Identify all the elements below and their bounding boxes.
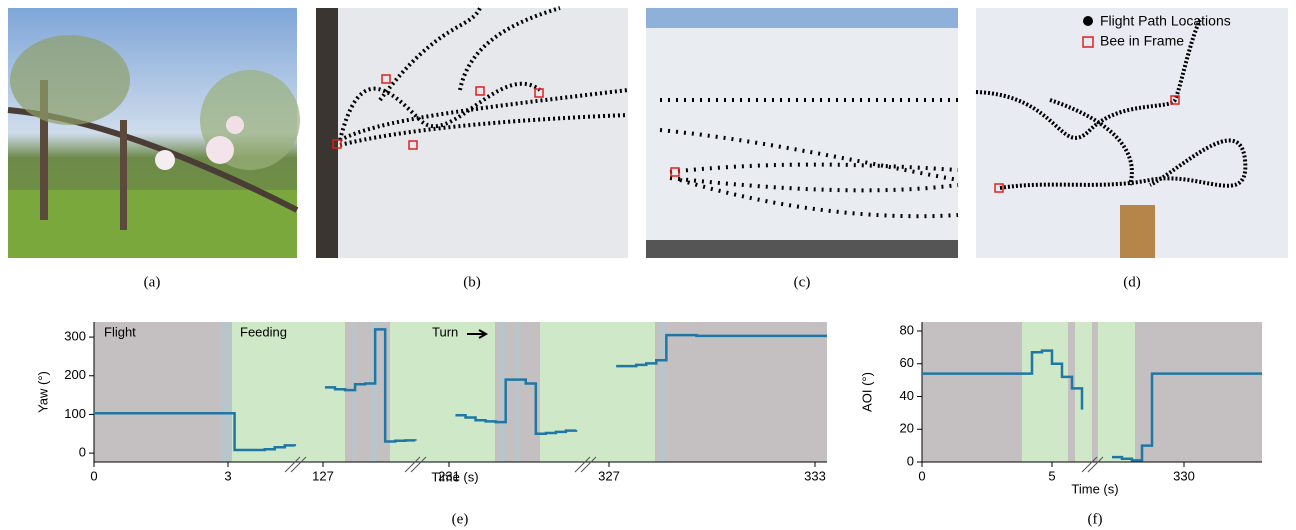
y-axis-label: Yaw (°) [35, 371, 50, 413]
x-tick-label: 0 [918, 468, 925, 483]
panel-label: (e) [452, 511, 469, 527]
x-axis-label: Time (s) [431, 469, 478, 484]
state-band [1075, 322, 1092, 462]
y-tick-label: 40 [900, 388, 914, 403]
state-band [352, 322, 356, 462]
axis-break [574, 456, 597, 473]
y-axis-label: AOI (°) [859, 372, 874, 412]
state-band [500, 322, 505, 462]
state-band [390, 322, 495, 462]
legend-label: Bee in Frame [1100, 33, 1184, 49]
x-tick-label: 327 [598, 468, 620, 483]
state-band [372, 322, 377, 462]
state-band [660, 322, 666, 462]
annotation: Feeding [240, 324, 287, 339]
axis-break [404, 456, 427, 473]
y-tick-label: 0 [79, 445, 86, 460]
y-tick-label: 80 [900, 322, 914, 337]
state-band [655, 322, 827, 462]
x-tick-label: 330 [1173, 468, 1195, 483]
y-tick-label: 200 [64, 367, 86, 382]
panel-label: (c) [794, 274, 811, 290]
state-band [1092, 322, 1098, 462]
state-band [345, 322, 390, 462]
annotation: Flight [104, 324, 136, 339]
state-band [1068, 322, 1075, 462]
x-tick-label: 127 [312, 468, 334, 483]
state-band [1135, 322, 1262, 462]
data-line [922, 349, 1262, 462]
x-tick-label: 0 [90, 468, 97, 483]
y-tick-label: 20 [900, 421, 914, 436]
x-tick-label: 333 [804, 468, 826, 483]
y-tick-label: 100 [64, 406, 86, 421]
x-tick-label: 231 [438, 468, 460, 483]
turn-arrow [467, 329, 489, 339]
y-tick-label: 60 [900, 355, 914, 370]
state-band [515, 322, 520, 462]
state-band [540, 322, 655, 462]
state-band [922, 322, 1022, 462]
photo-sheet-b [316, 6, 629, 258]
y-tick-label: 0 [907, 453, 914, 468]
photo-sheet-c [646, 8, 959, 258]
legend-label: Flight Path Locations [1100, 13, 1231, 29]
panel-label: (b) [463, 274, 481, 290]
panel-label: (d) [1123, 274, 1141, 290]
state-band [1022, 322, 1068, 462]
data-line [94, 328, 827, 452]
state-band [232, 322, 345, 462]
annotation: Turn [432, 324, 458, 339]
panel-label: (a) [144, 274, 161, 290]
state-band [94, 322, 222, 462]
photo-orchard [7, 8, 300, 258]
state-band [222, 322, 232, 462]
y-tick-label: 300 [64, 329, 86, 344]
axis-break [284, 456, 307, 473]
x-tick-label: 3 [224, 468, 231, 483]
state-band [1098, 322, 1135, 462]
photo-sheet-d: Flight Path Locations Bee in Frame [975, 8, 1288, 258]
x-axis-label: Time (s) [1071, 481, 1118, 496]
x-tick-label: 5 [1048, 468, 1055, 483]
axis-break [1081, 456, 1104, 473]
panel-label: (f) [1088, 511, 1103, 527]
